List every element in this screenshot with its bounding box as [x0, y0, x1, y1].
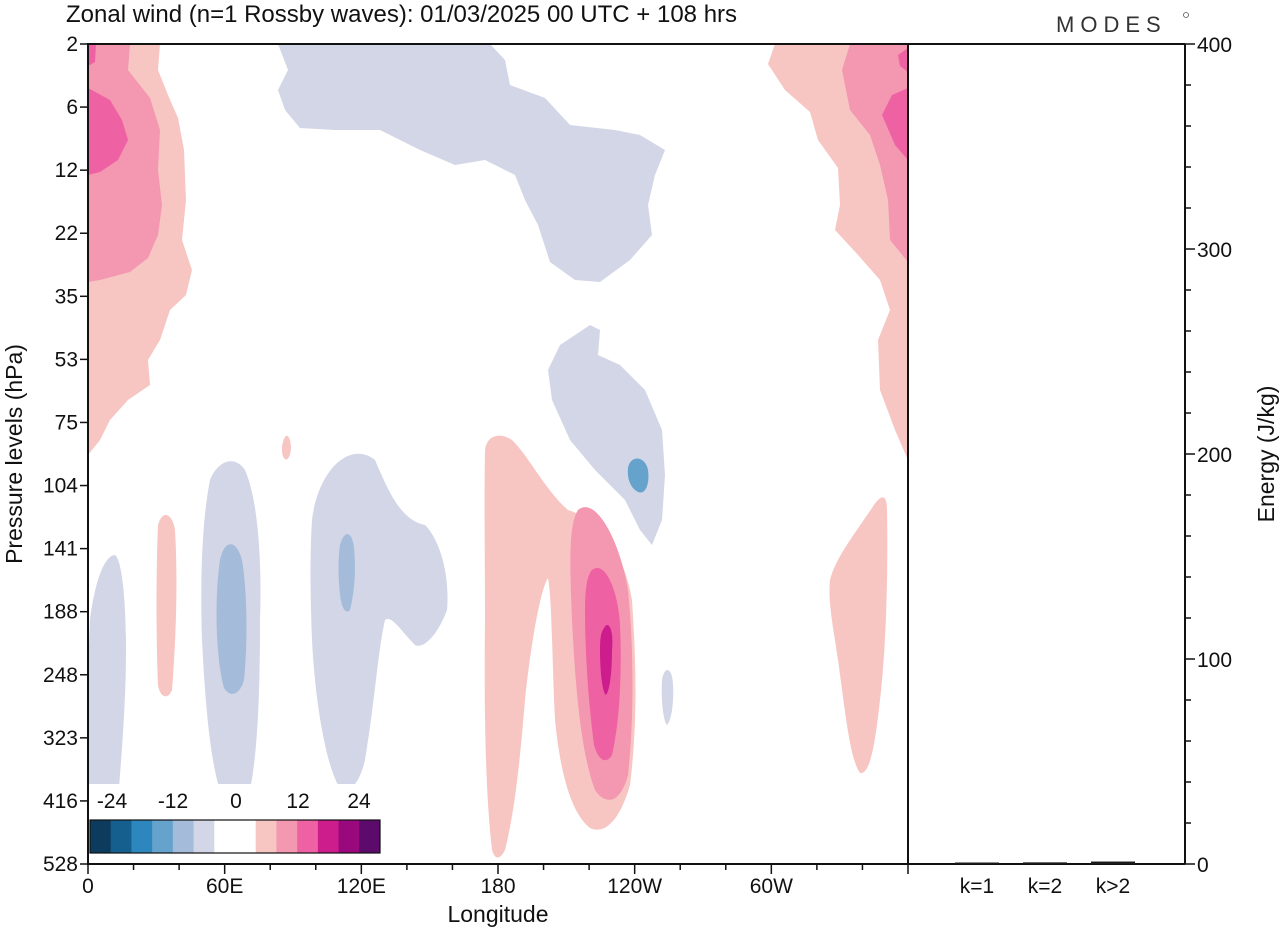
colorbar: -24 -12 0 12 24 [88, 784, 382, 864]
energy-tick-label: 100 [1197, 649, 1232, 672]
y-tick-label: 528 [43, 853, 78, 876]
colorbar-cell [255, 820, 277, 853]
contour-pos-upper-right-9b [898, 48, 908, 72]
y-tick-label: 141 [43, 538, 78, 561]
y-tick-label: 248 [43, 664, 78, 687]
energy-bar [1023, 862, 1067, 864]
contour-pos-upper-left-9 [88, 88, 128, 175]
y-tick-label: 104 [43, 475, 78, 498]
y-axis-title: Pressure levels (hPa) [1, 344, 27, 564]
colorbar-cell [359, 820, 381, 853]
brand-mark [1183, 12, 1189, 18]
contour-pos-left-strip [156, 514, 177, 697]
energy-axis-ticks: 0 100 200 300 400 [1185, 34, 1232, 877]
contour-fills [88, 44, 908, 864]
colorbar-label-1: -24 [97, 790, 128, 813]
energy-tick-label: 0 [1197, 854, 1209, 877]
colorbar-cell [131, 820, 153, 853]
contour-neg-120e-outer [310, 453, 448, 790]
colorbar-cell [172, 820, 195, 853]
contour-pos-upper-right-outer [768, 44, 908, 460]
energy-tick-label: 200 [1197, 444, 1232, 467]
energy-bar [1091, 861, 1135, 864]
colorbar-cell [90, 820, 112, 853]
colorbar-cell [193, 820, 215, 853]
energy-bar [955, 862, 999, 864]
contour-plot: -24 -12 0 12 24 2 6 12 22 35 53 75 104 141 188 248… [1, 33, 909, 927]
x-tick-label: 60E [206, 875, 243, 898]
y-tick-label: 6 [66, 96, 78, 119]
chart-title: Zonal wind (n=1 Rossby waves): 01/03/202… [66, 1, 737, 28]
colorbar-cell [235, 820, 257, 853]
energy-panel: 0 100 200 300 400 k=1 k=2 k>2 Energy (J/kg) [908, 34, 1279, 898]
x-tick-label: 120W [607, 875, 662, 898]
energy-category-labels: k=1 k=2 k>2 [960, 875, 1130, 898]
y-tick-label: 2 [66, 33, 78, 56]
contour-pos-dot [282, 435, 291, 460]
y-tick-label: 12 [55, 159, 78, 182]
colorbar-cell [152, 820, 174, 853]
contour-pos-center-12 [600, 624, 613, 695]
colorbar-label-4: 12 [286, 790, 309, 813]
x-tick-label: 180 [480, 875, 515, 898]
pressure-axis-ticks: 2 6 12 22 35 53 75 104 141 188 248 323 416 528 [43, 33, 88, 876]
x-tick-label: 60W [750, 875, 793, 898]
colorbar-cell [110, 820, 132, 853]
contour-neg-120e-core [338, 534, 355, 612]
contour-neg-60e-core [216, 544, 247, 694]
energy-bars [955, 861, 1135, 864]
longitude-axis-ticks: 0 60E 120E 180 120W 60W [82, 864, 909, 898]
y-tick-label: 75 [55, 411, 78, 434]
colorbar-cells [90, 820, 381, 853]
x-axis-title: Longitude [447, 901, 548, 927]
brand-logo: MODES [1056, 12, 1167, 37]
contour-neg-sliver [661, 669, 674, 725]
colorbar-cell [317, 820, 340, 853]
colorbar-cell [276, 820, 298, 853]
colorbar-label-5: 24 [347, 790, 371, 813]
energy-tick-label: 400 [1197, 34, 1232, 57]
y-tick-label: 35 [55, 285, 78, 308]
y-tick-label: 53 [55, 348, 78, 371]
y-tick-label: 416 [43, 790, 78, 813]
colorbar-cell [214, 820, 236, 853]
contour-pos-upper-left-9b [88, 44, 96, 66]
energy-tick-label: 300 [1197, 239, 1232, 262]
colorbar-cell [338, 820, 360, 853]
energy-category-label: k=2 [1028, 875, 1062, 898]
contour-neg-mid-core [627, 458, 649, 493]
colorbar-label-2: -12 [158, 790, 188, 813]
contour-neg-upper-band [278, 44, 665, 282]
contour-pos-upper-right-9 [882, 88, 908, 160]
x-tick-label: 120E [337, 875, 386, 898]
energy-category-label: k=1 [960, 875, 994, 898]
colorbar-frame [89, 819, 381, 854]
y-tick-label: 323 [43, 727, 78, 750]
y-tick-label: 188 [43, 601, 78, 624]
colorbar-label-3: 0 [230, 790, 242, 813]
colorbar-cell [297, 820, 319, 853]
energy-axis-title: Energy (J/kg) [1253, 386, 1279, 523]
y-tick-label: 22 [55, 222, 78, 245]
x-tick-label: 0 [82, 875, 94, 898]
contour-pos-right-lower [829, 497, 888, 774]
energy-category-label: k>2 [1096, 875, 1130, 898]
